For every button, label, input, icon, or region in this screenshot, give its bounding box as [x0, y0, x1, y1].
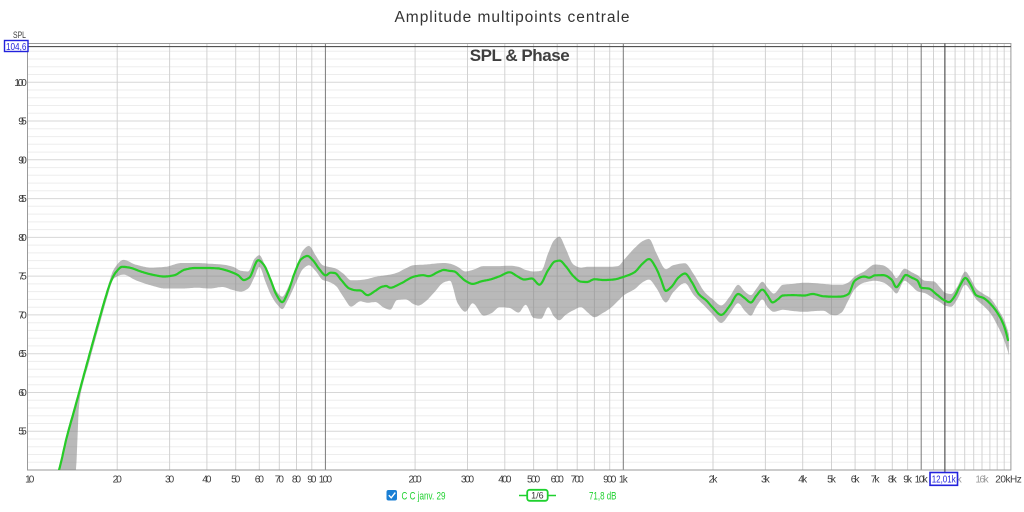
svg-text:8k: 8k	[888, 475, 898, 486]
svg-text:9k: 9k	[903, 475, 913, 486]
svg-text:50: 50	[231, 475, 241, 486]
svg-text:55: 55	[18, 426, 27, 438]
svg-text:71,8 dB: 71,8 dB	[589, 491, 617, 503]
svg-text:300: 300	[461, 475, 475, 486]
svg-text:900: 900	[603, 475, 617, 486]
svg-text:10: 10	[25, 475, 35, 486]
svg-text:3k: 3k	[761, 475, 771, 486]
svg-text:95: 95	[18, 116, 27, 128]
svg-text:70: 70	[18, 309, 27, 321]
svg-text:1/6: 1/6	[531, 491, 544, 501]
svg-text:90: 90	[18, 154, 27, 166]
svg-text:12,01k: 12,01k	[932, 474, 957, 486]
svg-text:16k: 16k	[975, 475, 989, 486]
svg-text:80: 80	[292, 475, 302, 486]
svg-text:1k: 1k	[619, 475, 629, 486]
svg-text:75: 75	[18, 271, 27, 283]
svg-text:80: 80	[18, 232, 27, 244]
svg-text:600: 600	[551, 475, 565, 486]
svg-text:5k: 5k	[827, 475, 837, 486]
svg-text:60: 60	[18, 387, 27, 399]
svg-text:104,6: 104,6	[6, 42, 27, 53]
svg-text:20: 20	[113, 475, 123, 486]
svg-text:C C janv. 29: C C janv. 29	[402, 491, 446, 503]
svg-text:100: 100	[14, 77, 27, 89]
svg-text:40: 40	[202, 475, 212, 486]
svg-text:7k: 7k	[871, 475, 881, 486]
svg-text:100: 100	[319, 475, 333, 486]
svg-text:2k: 2k	[709, 475, 719, 486]
svg-text:10k: 10k	[915, 475, 929, 486]
svg-text:20kHz: 20kHz	[995, 475, 1022, 486]
svg-text:6k: 6k	[851, 475, 861, 486]
svg-text:500: 500	[527, 475, 541, 486]
svg-text:30: 30	[165, 475, 175, 486]
svg-text:90: 90	[307, 475, 317, 486]
svg-text:60: 60	[255, 475, 265, 486]
svg-text:SPL & Phase: SPL & Phase	[470, 46, 570, 65]
svg-text:65: 65	[18, 348, 27, 360]
svg-text:400: 400	[498, 475, 512, 486]
svg-text:70: 70	[275, 475, 285, 486]
svg-text:Amplitude multipoints centrale: Amplitude multipoints centrale	[395, 9, 630, 26]
svg-text:4k: 4k	[798, 475, 808, 486]
svg-text:85: 85	[18, 193, 27, 205]
svg-text:SPL: SPL	[13, 30, 26, 41]
svg-text:200: 200	[409, 475, 423, 486]
svg-text:700: 700	[571, 475, 585, 486]
svg-text:k: k	[957, 475, 963, 486]
